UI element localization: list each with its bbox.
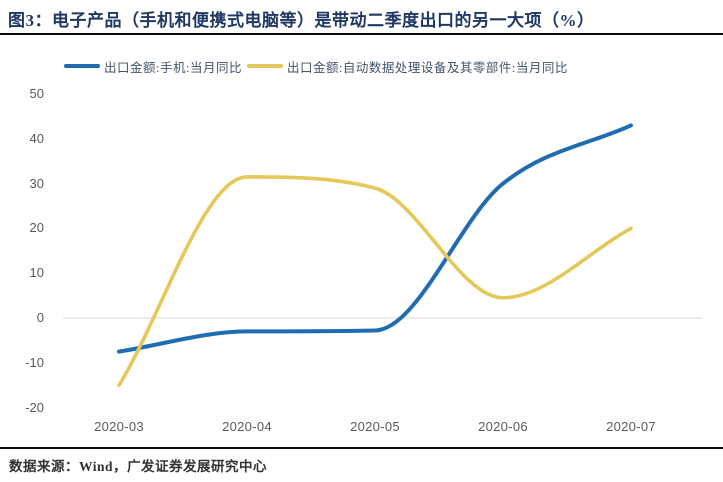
series-line-phone bbox=[117, 123, 633, 354]
data-source: 数据来源：Wind，广发证券发展研究中心 bbox=[9, 459, 268, 474]
y-axis-tick-label: 20 bbox=[29, 220, 44, 236]
legend-label-phone-exports: 出口金额:手机:当月同比 bbox=[104, 60, 242, 75]
title-divider bbox=[0, 33, 723, 35]
chart-legend: 出口金额:手机:当月同比 出口金额:自动数据处理设备及其零部件:当月同比 bbox=[64, 57, 568, 75]
y-axis-tick-label: 10 bbox=[29, 265, 44, 281]
y-axis-tick-label: 40 bbox=[29, 130, 44, 146]
x-axis-tick-label: 2020-03 bbox=[94, 419, 144, 434]
x-axis-tick-label: 2020-04 bbox=[222, 419, 272, 434]
series-line-adp-equipment bbox=[117, 175, 633, 387]
legend-item-phone-exports: 出口金额:手机:当月同比 bbox=[64, 57, 242, 76]
y-axis-tick-label: -20 bbox=[25, 399, 44, 415]
legend-line-swatch-blue bbox=[64, 64, 100, 68]
y-axis-tick-label: -10 bbox=[25, 354, 44, 370]
x-axis-tick-label: 2020-07 bbox=[606, 419, 656, 434]
legend-label-adp-equipment-exports: 出口金额:自动数据处理设备及其零部件:当月同比 bbox=[286, 60, 568, 75]
legend-item-adp-equipment-exports: 出口金额:自动数据处理设备及其零部件:当月同比 bbox=[246, 57, 568, 76]
legend-line-swatch-yellow bbox=[246, 64, 283, 68]
y-axis-tick-label: 30 bbox=[29, 175, 44, 191]
footer-divider bbox=[0, 447, 723, 449]
figure-title: 图3：电子产品（手机和便携式电脑等）是带动二季度出口的另一大项（%） bbox=[8, 11, 595, 30]
x-axis-tick-label: 2020-05 bbox=[350, 419, 400, 434]
x-axis-tick-label: 2020-06 bbox=[478, 419, 528, 434]
y-axis-tick-label: 0 bbox=[36, 310, 44, 325]
y-axis-tick-label: 50 bbox=[29, 86, 44, 101]
